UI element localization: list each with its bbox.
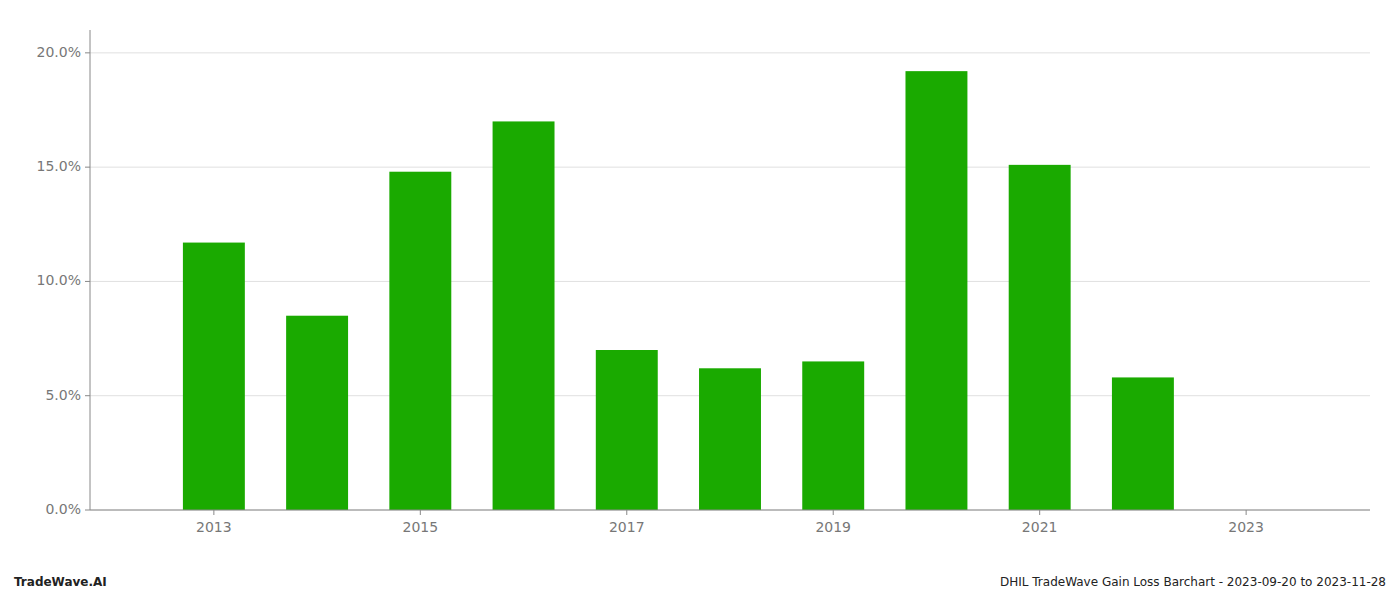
x-tick xyxy=(213,510,214,515)
grid-line xyxy=(90,510,1370,511)
grid-line xyxy=(90,281,1370,282)
bar: 2021 xyxy=(1009,165,1071,510)
bar: 2015 xyxy=(389,172,451,510)
grid-line xyxy=(90,52,1370,53)
y-tick xyxy=(85,395,90,396)
x-tick-label: 2019 xyxy=(815,519,851,535)
chart-svg: 2013 2014 2015 2016 2017 2018 2019 2020 2021 2022… xyxy=(0,0,1400,600)
x-tick-label: 2013 xyxy=(196,519,232,535)
footer-text: DHIL TradeWave Gain Loss Barchart - 2023… xyxy=(1000,575,1386,589)
y-tick-label: 10.0% xyxy=(37,272,81,288)
bars: 2013 2014 2015 2016 2017 2018 2019 2020 2021 2022 xyxy=(183,71,1174,510)
x-axis-line xyxy=(90,510,1370,511)
x-tick xyxy=(833,510,834,515)
y-tick-label: 0.0% xyxy=(45,501,81,517)
bar: 2022 xyxy=(1112,377,1174,510)
x-tick-label: 2023 xyxy=(1228,519,1264,535)
chart-container: 2013 2014 2015 2016 2017 2018 2019 2020 2021 2022… xyxy=(0,0,1400,600)
grid xyxy=(90,53,1370,510)
bar: 2013 xyxy=(183,243,245,510)
y-tick-label: 20.0% xyxy=(37,44,81,60)
bar: 2014 xyxy=(286,316,348,510)
background xyxy=(0,0,1400,600)
y-tick-label: 5.0% xyxy=(45,387,81,403)
x-tick xyxy=(626,510,627,515)
x-tick xyxy=(1246,510,1247,515)
x-tick xyxy=(420,510,421,515)
x-tick-label: 2017 xyxy=(609,519,645,535)
y-tick xyxy=(85,281,90,282)
bar: 2017 xyxy=(596,350,658,510)
x-tick-label: 2015 xyxy=(403,519,439,535)
y-tick xyxy=(85,510,90,511)
y-tick xyxy=(85,52,90,53)
y-tick xyxy=(85,167,90,168)
bar: 2020 xyxy=(905,71,967,510)
bar: 2016 xyxy=(493,121,555,510)
footer-text: TradeWave.AI xyxy=(14,575,107,589)
y-axis-line xyxy=(90,30,91,510)
axes: 0.0%5.0%10.0%15.0%20.0%20132015201720192… xyxy=(37,30,1370,535)
x-tick-label: 2021 xyxy=(1022,519,1058,535)
bar: 2019 xyxy=(802,361,864,510)
x-tick xyxy=(1039,510,1040,515)
bar: 2018 xyxy=(699,368,761,510)
grid-line xyxy=(90,167,1370,168)
y-tick-label: 15.0% xyxy=(37,158,81,174)
